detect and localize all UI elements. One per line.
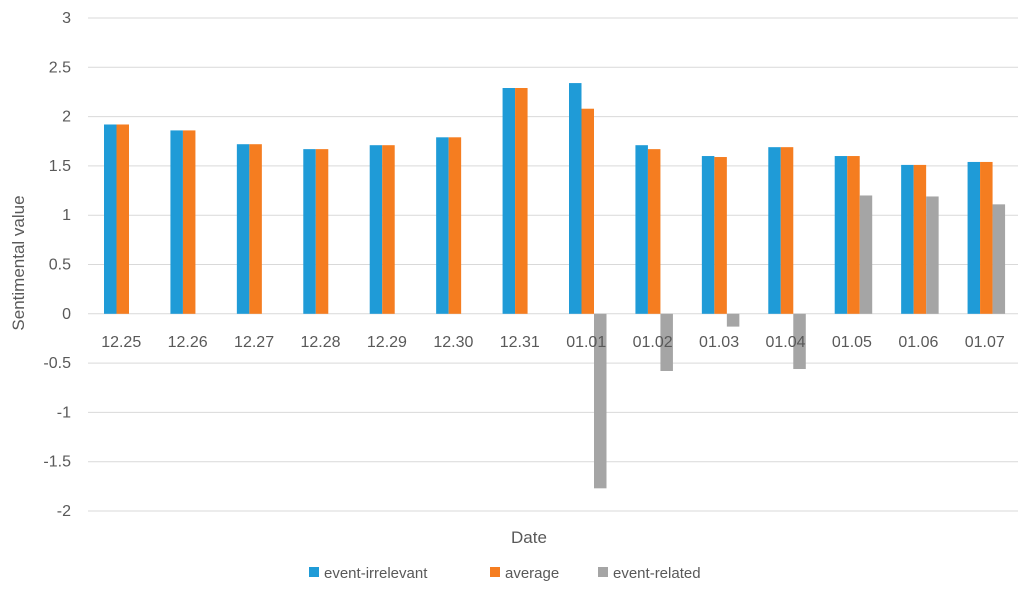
bar-average <box>182 130 196 314</box>
y-tick-label: 1 <box>62 207 71 224</box>
x-tick-label: 12.29 <box>367 334 407 351</box>
bar-event-irrelevant <box>369 145 383 314</box>
legend-label: event-irrelevant <box>324 565 428 582</box>
y-tick-label: 3 <box>62 10 71 27</box>
y-tick-label: 2.5 <box>49 59 71 76</box>
bar-average <box>249 144 262 314</box>
bar-event-irrelevant <box>768 147 781 314</box>
bar-event-irrelevant <box>901 164 914 314</box>
bar-event-irrelevant <box>236 144 250 314</box>
gridlines <box>88 17 1018 512</box>
bar-average <box>647 149 661 314</box>
bar-event-related <box>793 313 806 370</box>
bar-average <box>382 145 395 314</box>
bar-average <box>714 157 727 314</box>
y-tick-label: 1.5 <box>49 158 71 175</box>
bar-event-related <box>859 195 873 314</box>
bar-event-irrelevant <box>701 156 715 314</box>
bar-event-related <box>726 313 740 327</box>
bar-event-related <box>926 196 939 314</box>
x-tick-label: 01.07 <box>965 334 1005 351</box>
bar-event-irrelevant <box>303 149 316 314</box>
bar-event-related <box>594 313 607 489</box>
bar-event-irrelevant <box>502 88 516 314</box>
y-tick-label: -2 <box>57 503 71 520</box>
bar-average <box>448 137 462 314</box>
x-tick-label: 12.27 <box>234 334 274 351</box>
x-tick-label: 01.01 <box>566 334 606 351</box>
bar-average <box>515 88 528 314</box>
x-tick-label: 12.31 <box>500 334 540 351</box>
x-tick-label: 01.05 <box>832 334 872 351</box>
bar-event-irrelevant <box>170 130 183 314</box>
y-tick-label: 2 <box>62 109 71 126</box>
bar-average <box>780 147 794 314</box>
bar-event-related <box>660 313 673 371</box>
legend-label: event-related <box>613 565 701 582</box>
bar-average <box>315 149 329 314</box>
y-tick-label: 0 <box>62 306 71 323</box>
bar-event-irrelevant <box>569 83 582 314</box>
bar-average <box>116 124 129 314</box>
bar-event-irrelevant <box>104 124 117 314</box>
y-tick-label: -0.5 <box>43 355 71 372</box>
bar-event-irrelevant <box>635 145 648 314</box>
bar-event-irrelevant <box>834 156 848 314</box>
bar-event-irrelevant <box>436 137 449 314</box>
x-tick-label: 12.30 <box>433 334 473 351</box>
bar-average <box>847 156 860 314</box>
x-tick-label: 01.03 <box>699 334 739 351</box>
x-tick-label: 12.28 <box>300 334 340 351</box>
bar-average <box>581 108 594 314</box>
legend-swatch-average <box>490 567 500 577</box>
y-axis-title: Sentimental value <box>9 195 28 330</box>
legend-swatch-event-related <box>598 567 608 577</box>
x-tick-label: 01.02 <box>633 334 673 351</box>
y-tick-label: -1 <box>57 404 71 421</box>
y-axis-ticks: 3 2.5 2 1.5 1 0.5 0 -0.5 -1 -1.5 -2 <box>43 10 71 520</box>
x-tick-label: 01.04 <box>765 334 805 351</box>
bar-average <box>980 161 993 314</box>
x-axis-title: Date <box>511 528 547 547</box>
legend: event-irrelevant average event-related <box>309 565 701 582</box>
legend-label: average <box>505 565 559 582</box>
y-tick-label: -1.5 <box>43 454 71 471</box>
x-tick-label: 12.26 <box>168 334 208 351</box>
legend-swatch-event-irrelevant <box>309 567 319 577</box>
x-tick-label: 01.06 <box>898 334 938 351</box>
x-axis-ticks: 12.25 12.26 12.27 12.28 12.29 12.30 12.31 01.01… <box>101 334 1005 351</box>
bar-event-related <box>992 204 1006 314</box>
bars <box>104 83 1006 489</box>
bar-event-irrelevant <box>967 161 981 314</box>
y-tick-label: 0.5 <box>49 257 71 274</box>
bar-average <box>913 164 927 314</box>
x-tick-label: 12.25 <box>101 334 141 351</box>
